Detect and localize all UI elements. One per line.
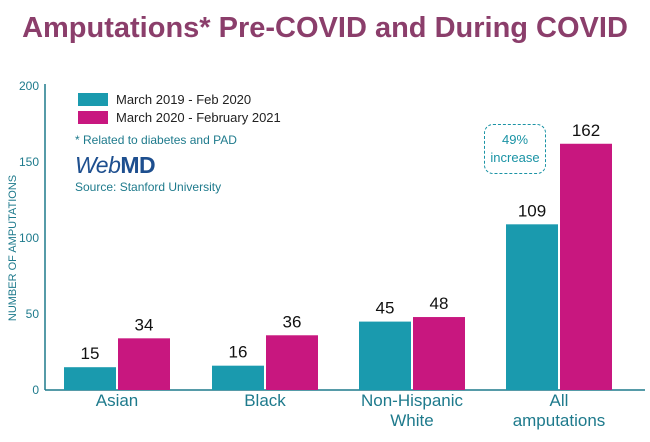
x-tick-label: Black (244, 391, 286, 410)
bar-value-label: 162 (572, 121, 600, 140)
y-tick-label: 150 (19, 155, 39, 169)
bar-value-label: 36 (283, 312, 302, 331)
y-tick-label: 50 (26, 307, 40, 321)
bar-value-label: 16 (229, 343, 248, 362)
legend-item-series-1: March 2019 - Feb 2020 (78, 93, 251, 107)
x-tick-label: amputations (513, 411, 606, 430)
bar-series-1 (359, 321, 411, 390)
x-tick-label: Asian (96, 391, 139, 410)
legend-item-series-2: March 2020 - February 2021 (78, 111, 281, 125)
bar-value-label: 48 (430, 294, 449, 313)
callout-percent: 49% (501, 132, 529, 147)
webmd-logo: WebMD (75, 152, 156, 178)
bar-series-1 (64, 367, 116, 390)
y-tick-label: 200 (19, 79, 39, 93)
legend-swatch-series-1 (78, 93, 108, 106)
bar-series-2 (118, 338, 170, 390)
legend-label-series-1: March 2019 - Feb 2020 (116, 92, 252, 107)
source-note: Source: Stanford University (75, 180, 222, 194)
bar-value-label: 15 (81, 344, 100, 363)
bar-series-1 (212, 365, 264, 390)
bar-series-2 (560, 143, 612, 390)
x-tick-label: All (550, 391, 569, 410)
y-tick-label: 0 (32, 383, 39, 397)
y-tick-label: 100 (19, 231, 39, 245)
chart-title: Amputations* Pre-COVID and During COVID (22, 12, 628, 44)
bar-series-2 (413, 317, 465, 390)
bar-value-label: 109 (518, 201, 546, 220)
footnote: * Related to diabetes and PAD (75, 133, 237, 147)
bar-series-2 (266, 335, 318, 390)
increase-callout: 49% increase (484, 124, 546, 174)
bar-value-label: 34 (135, 315, 154, 334)
callout-label: increase (490, 150, 540, 165)
bar-value-label: 45 (376, 299, 395, 318)
x-tick-label: Non-Hispanic (361, 391, 464, 410)
legend-label-series-2: March 2020 - February 2021 (116, 110, 281, 125)
y-axis-label: NUMBER OF AMPUTATIONS (7, 175, 19, 321)
legend-swatch-series-2 (78, 111, 108, 124)
x-tick-label: White (390, 411, 433, 430)
bar-series-1 (506, 224, 558, 390)
